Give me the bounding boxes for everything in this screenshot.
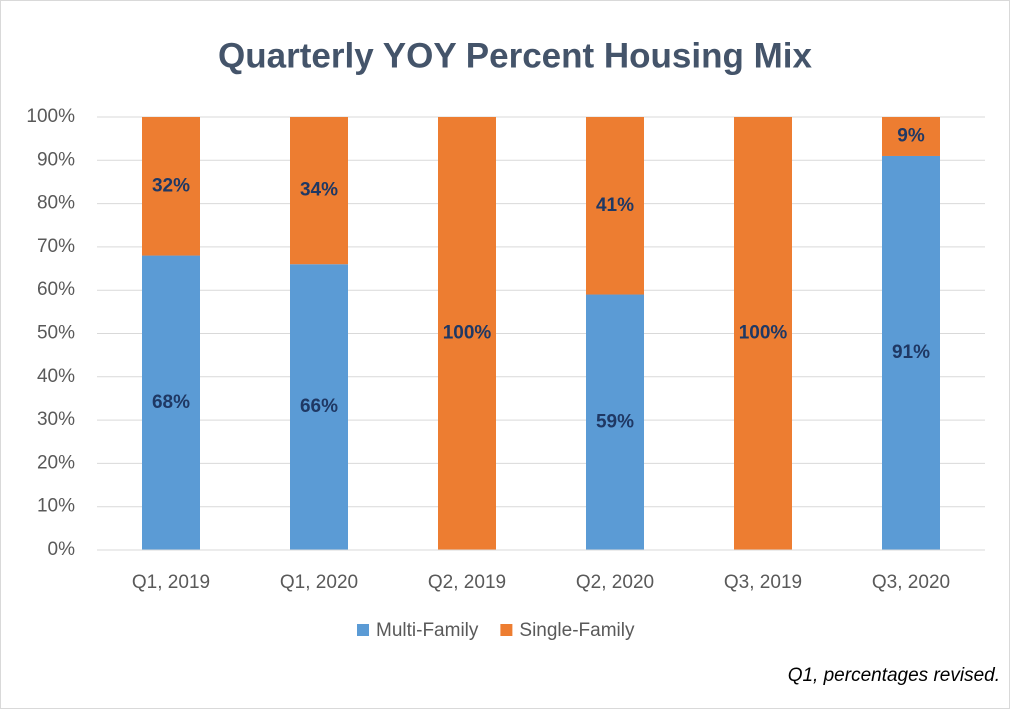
bar-segment (290, 264, 348, 550)
y-tick-label: 0% (48, 539, 76, 560)
data-label: 32% (152, 175, 190, 196)
chart-title: Quarterly YOY Percent Housing Mix (218, 36, 812, 75)
y-tick-label: 100% (26, 106, 75, 127)
data-label: 66% (300, 396, 338, 417)
y-tick-label: 40% (37, 366, 75, 387)
bar-segment (586, 294, 644, 550)
data-label: 68% (152, 392, 190, 413)
data-label: 100% (739, 323, 788, 344)
data-label: 91% (892, 342, 930, 363)
y-tick-label: 70% (37, 236, 75, 257)
bar-segment (142, 255, 200, 550)
y-tick-label: 90% (37, 149, 75, 170)
legend-swatch (357, 624, 369, 636)
bar-segment (438, 117, 496, 550)
bar-segment (290, 117, 348, 265)
legend-label: Single-Family (519, 620, 635, 641)
x-tick-label: Q1, 2020 (280, 572, 358, 593)
y-tick-label: 80% (37, 193, 75, 214)
data-label: 41% (596, 195, 634, 216)
data-label: 9% (897, 126, 925, 147)
x-tick-label: Q3, 2020 (872, 572, 950, 593)
y-tick-label: 20% (37, 452, 75, 473)
x-tick-label: Q1, 2019 (132, 572, 210, 593)
y-tick-label: 60% (37, 279, 75, 300)
y-tick-label: 50% (37, 323, 75, 344)
y-tick-label: 30% (37, 409, 75, 430)
data-label: 59% (596, 411, 634, 432)
legend-swatch (500, 624, 513, 636)
x-tick-label: Q3, 2019 (724, 572, 802, 593)
legend-label: Multi-Family (376, 620, 479, 641)
annotation: Q1, percentages revised. (788, 665, 1000, 686)
x-tick-label: Q2, 2019 (428, 572, 506, 593)
bar-segment (142, 117, 200, 256)
bar-segment (882, 117, 940, 156)
bar-segment (882, 155, 940, 550)
bar-segment (586, 117, 644, 295)
x-tick-label: Q2, 2020 (576, 572, 654, 593)
bar-segment (734, 117, 792, 550)
y-tick-label: 10% (37, 496, 75, 517)
data-label: 34% (300, 180, 338, 201)
data-label: 100% (443, 323, 492, 344)
